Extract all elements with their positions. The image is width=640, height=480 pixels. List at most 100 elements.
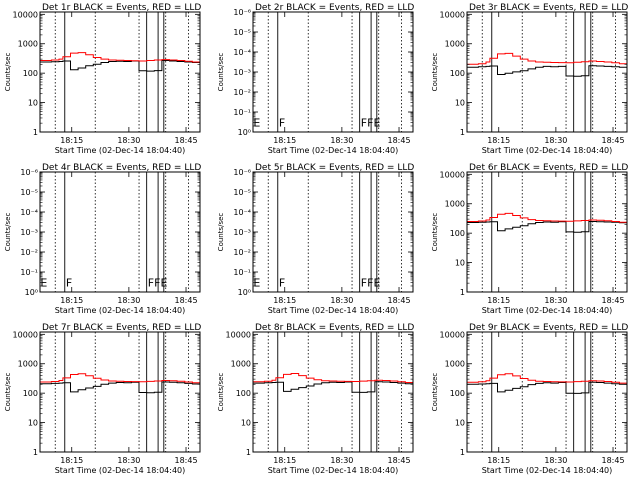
flag-label-2: FFE [148, 276, 168, 289]
panel-det-9: Det 9r BLACK = Events, RED = LLD 1 10 100 10… [431, 323, 628, 475]
series-lld-line [467, 212, 628, 223]
plot-frame [39, 331, 201, 453]
y-tick-label: 10⁻² [233, 88, 251, 97]
panel-det-7: Det 7r BLACK = Events, RED = LLD 1 10 100 10… [4, 323, 201, 475]
y-tick-label: 100 [450, 69, 465, 78]
x-axis-title: Start Time (02-Dec-14 18:04:40) [55, 146, 186, 155]
y-tick-label: 10⁻⁶ [233, 168, 251, 177]
series-events-line [40, 381, 201, 394]
y-axis-title: Counts/sec [4, 373, 12, 412]
x-axis-title: Start Time (02-Dec-14 18:04:40) [55, 466, 186, 475]
y-tick-label: 10⁰ [238, 288, 251, 297]
x-tick-label: 18:15 [273, 456, 296, 465]
y-tick-label: 1 [33, 128, 38, 137]
x-axis-title: Start Time (02-Dec-14 18:04:40) [482, 146, 613, 155]
y-tick-label: 1000 [445, 200, 465, 209]
y-axis-title: Counts/sec [431, 53, 439, 92]
y-tick-label: 10000 [13, 10, 38, 19]
y-tick-label: 1000 [18, 40, 38, 49]
y-tick-label: 10000 [13, 330, 38, 339]
y-tick-label: 10 [455, 419, 465, 428]
y-tick-label: 10 [455, 99, 465, 108]
y-tick-label: 10000 [440, 10, 465, 19]
x-tick-label: 18:15 [60, 296, 83, 305]
y-axis-title: Counts/sec [217, 373, 225, 412]
y-tick-label: 1 [460, 128, 465, 137]
y-tick-label: 10⁰ [238, 128, 251, 137]
y-tick-label: 100 [450, 389, 465, 398]
panel-title: Det 4r BLACK = Events, RED = LLD [42, 163, 201, 173]
panel-title: Det 7r BLACK = Events, RED = LLD [42, 323, 201, 333]
y-axis-title: Counts/sec [217, 213, 225, 252]
flag-label-1: F [279, 276, 285, 289]
flag-label-1: F [279, 116, 285, 129]
y-tick-label: 1000 [18, 360, 38, 369]
flag-label-2: FFE [361, 116, 381, 129]
x-tick-label: 18:45 [174, 296, 197, 305]
series-lld-line [40, 373, 201, 384]
x-tick-label: 18:45 [387, 136, 410, 145]
y-tick-label: 10⁻⁴ [233, 208, 251, 217]
flag-label-2: FFE [361, 276, 381, 289]
y-tick-label: 10 [28, 419, 38, 428]
y-tick-label: 100 [23, 389, 38, 398]
y-tick-label: 10⁻⁴ [233, 48, 251, 57]
panel-title: Det 5r BLACK = Events, RED = LLD [255, 163, 414, 173]
panel-det-3: Det 3r BLACK = Events, RED = LLD 1 10 100 10… [431, 3, 628, 155]
x-tick-label: 18:15 [60, 456, 83, 465]
x-tick-label: 18:45 [601, 456, 624, 465]
y-tick-label: 1 [246, 448, 251, 457]
series-events-line [467, 65, 628, 77]
series-lld-line [40, 52, 201, 63]
x-tick-label: 18:30 [544, 136, 567, 145]
plot-frame [252, 11, 414, 133]
x-tick-label: 18:15 [487, 136, 510, 145]
panel-title: Det 3r BLACK = Events, RED = LLD [469, 3, 628, 13]
y-tick-label: 10⁻¹ [20, 268, 38, 277]
series-lld-line [253, 373, 414, 384]
x-tick-label: 18:45 [174, 456, 197, 465]
y-tick-label: 10 [28, 99, 38, 108]
flag-label-0: E [253, 276, 260, 289]
series-events-line [467, 381, 628, 394]
x-tick-label: 18:45 [174, 136, 197, 145]
plot-frame [39, 11, 201, 133]
x-axis-title: Start Time (02-Dec-14 18:04:40) [268, 306, 399, 315]
x-axis-title: Start Time (02-Dec-14 18:04:40) [482, 306, 613, 315]
y-axis-title: Counts/sec [431, 213, 439, 252]
y-tick-label: 10⁻⁴ [20, 208, 38, 217]
x-axis-title: Start Time (02-Dec-14 18:04:40) [268, 466, 399, 475]
x-axis-title: Start Time (02-Dec-14 18:04:40) [55, 306, 186, 315]
y-tick-label: 10⁰ [25, 288, 38, 297]
panel-title: Det 6r BLACK = Events, RED = LLD [469, 163, 628, 173]
flag-label-0: E [40, 276, 47, 289]
y-tick-label: 10 [455, 259, 465, 268]
y-tick-label: 10⁻³ [233, 68, 251, 77]
y-tick-label: 10⁻⁵ [20, 188, 38, 197]
x-tick-label: 18:30 [117, 136, 140, 145]
y-tick-label: 10⁻⁶ [20, 168, 38, 177]
series-events-line [467, 221, 628, 233]
y-tick-label: 1 [460, 448, 465, 457]
y-tick-label: 10⁻⁵ [233, 28, 251, 37]
y-tick-label: 1 [460, 288, 465, 297]
y-tick-label: 100 [236, 389, 251, 398]
y-tick-label: 10⁻¹ [233, 268, 251, 277]
y-tick-label: 10000 [226, 330, 251, 339]
panel-title: Det 9r BLACK = Events, RED = LLD [469, 323, 628, 333]
y-tick-label: 10⁻¹ [233, 108, 251, 117]
y-axis-title: Counts/sec [4, 213, 12, 252]
y-tick-label: 10⁻² [20, 248, 38, 257]
x-axis-title: Start Time (02-Dec-14 18:04:40) [482, 466, 613, 475]
y-tick-label: 10⁻⁶ [233, 8, 251, 17]
y-tick-label: 1 [33, 448, 38, 457]
x-tick-label: 18:15 [487, 296, 510, 305]
x-tick-label: 18:45 [601, 296, 624, 305]
plot-frame [466, 171, 628, 293]
x-tick-label: 18:30 [544, 296, 567, 305]
panel-title: Det 2r BLACK = Events, RED = LLD [255, 3, 414, 13]
y-tick-label: 10⁻² [233, 248, 251, 257]
panel-det-8: Det 8r BLACK = Events, RED = LLD 1 10 100 10… [217, 323, 414, 475]
x-tick-label: 18:15 [60, 136, 83, 145]
panel-det-6: Det 6r BLACK = Events, RED = LLD 1 10 100 10… [431, 163, 628, 315]
